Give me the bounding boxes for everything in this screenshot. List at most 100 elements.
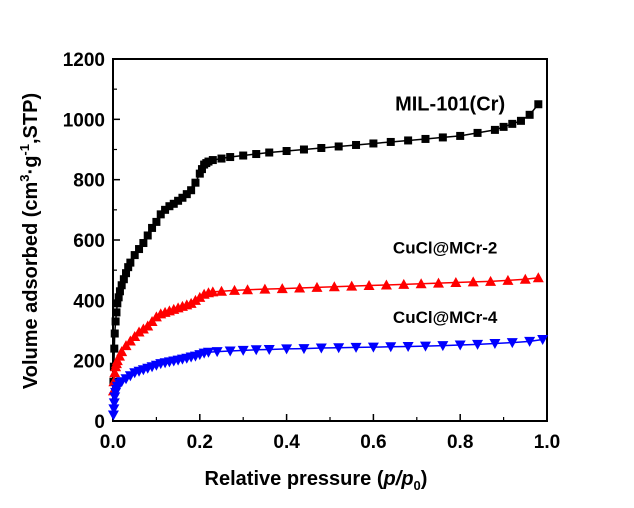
data-point bbox=[111, 317, 120, 326]
data-point bbox=[108, 398, 120, 409]
data-point bbox=[299, 145, 308, 154]
data-point bbox=[315, 343, 327, 354]
data-point bbox=[204, 157, 213, 166]
data-point bbox=[165, 202, 174, 211]
data-point bbox=[187, 186, 196, 195]
data-point bbox=[485, 275, 497, 286]
data-point bbox=[250, 345, 262, 356]
data-point bbox=[143, 231, 152, 240]
data-point bbox=[117, 281, 126, 290]
data-point bbox=[276, 283, 288, 294]
data-point bbox=[352, 140, 361, 149]
data-point bbox=[346, 280, 358, 291]
y-tick-label: 600 bbox=[73, 231, 105, 252]
data-point bbox=[126, 258, 135, 267]
data-point bbox=[208, 156, 217, 165]
series-annotation: CuCl@MCr-4 bbox=[393, 308, 498, 327]
data-point bbox=[508, 119, 517, 128]
data-point bbox=[161, 205, 170, 214]
data-point bbox=[490, 125, 499, 134]
x-tick-label: 0.8 bbox=[447, 432, 473, 453]
x-tick-label: 0.4 bbox=[273, 432, 300, 453]
data-point bbox=[110, 329, 119, 338]
data-point bbox=[519, 273, 531, 284]
data-point bbox=[239, 151, 248, 160]
data-point bbox=[363, 280, 375, 291]
data-point bbox=[265, 148, 274, 157]
data-point bbox=[110, 344, 119, 353]
y-tick-label: 1200 bbox=[63, 50, 105, 71]
data-point bbox=[122, 269, 131, 278]
data-point bbox=[195, 169, 204, 178]
data-point bbox=[294, 282, 306, 293]
data-point bbox=[499, 122, 508, 131]
data-point bbox=[450, 277, 462, 288]
data-point bbox=[197, 165, 206, 174]
data-point bbox=[237, 345, 249, 356]
x-tick-label: 0.2 bbox=[187, 432, 213, 453]
data-point bbox=[534, 100, 543, 109]
data-point bbox=[263, 345, 275, 356]
data-point bbox=[109, 367, 121, 378]
series-annotation: CuCl@MCr-2 bbox=[393, 239, 497, 258]
data-point bbox=[202, 347, 214, 358]
series-annotation: MIL-101(Cr) bbox=[395, 93, 505, 115]
data-point bbox=[532, 272, 544, 283]
data-point bbox=[317, 143, 326, 152]
data-point bbox=[207, 286, 219, 297]
data-point bbox=[226, 153, 235, 162]
data-point bbox=[473, 128, 482, 137]
y-tick-label: 200 bbox=[73, 352, 105, 373]
data-point bbox=[333, 343, 345, 354]
x-axis-ticks: 0.0 0.2 0.4 0.6 0.8 1.0 bbox=[100, 414, 560, 453]
data-point bbox=[281, 344, 293, 355]
data-point bbox=[386, 137, 395, 146]
data-point bbox=[506, 338, 518, 349]
y-tick-label: 800 bbox=[73, 171, 105, 192]
data-point bbox=[398, 278, 410, 289]
data-point bbox=[139, 239, 148, 248]
data-point bbox=[259, 283, 271, 294]
data-point bbox=[419, 341, 431, 352]
data-point bbox=[456, 131, 465, 140]
series-cucl-mcr-4 bbox=[107, 335, 549, 421]
x-tick-label: 0.6 bbox=[360, 432, 386, 453]
y-axis-ticks: 0 200 400 600 800 1000 1200 bbox=[63, 50, 120, 433]
data-point bbox=[174, 196, 183, 205]
data-point bbox=[124, 263, 133, 272]
data-point bbox=[224, 346, 236, 357]
data-point bbox=[116, 346, 128, 357]
data-point bbox=[217, 154, 226, 163]
series-layer bbox=[107, 100, 549, 421]
data-point bbox=[135, 245, 144, 254]
data-point bbox=[334, 142, 343, 151]
series-cucl-mcr-2 bbox=[107, 272, 544, 396]
data-point bbox=[524, 336, 536, 347]
data-point bbox=[130, 251, 139, 260]
data-point bbox=[182, 190, 191, 199]
data-point bbox=[516, 116, 525, 125]
data-point bbox=[467, 276, 479, 287]
data-point bbox=[367, 342, 379, 353]
data-point bbox=[438, 133, 447, 142]
data-point bbox=[178, 193, 187, 202]
data-point bbox=[108, 404, 120, 415]
data-point bbox=[169, 199, 178, 208]
data-point bbox=[216, 285, 227, 296]
data-point bbox=[433, 277, 444, 288]
data-point bbox=[229, 284, 241, 295]
data-point bbox=[502, 274, 514, 285]
data-point bbox=[119, 275, 128, 284]
data-point bbox=[298, 344, 310, 355]
data-point bbox=[404, 136, 413, 145]
data-point bbox=[112, 308, 121, 317]
data-point bbox=[311, 281, 323, 292]
data-point bbox=[152, 217, 161, 226]
data-point bbox=[109, 392, 121, 403]
data-point bbox=[114, 293, 123, 302]
data-point bbox=[369, 139, 378, 148]
data-point bbox=[489, 338, 501, 349]
data-point bbox=[415, 278, 427, 289]
data-point bbox=[211, 347, 223, 358]
